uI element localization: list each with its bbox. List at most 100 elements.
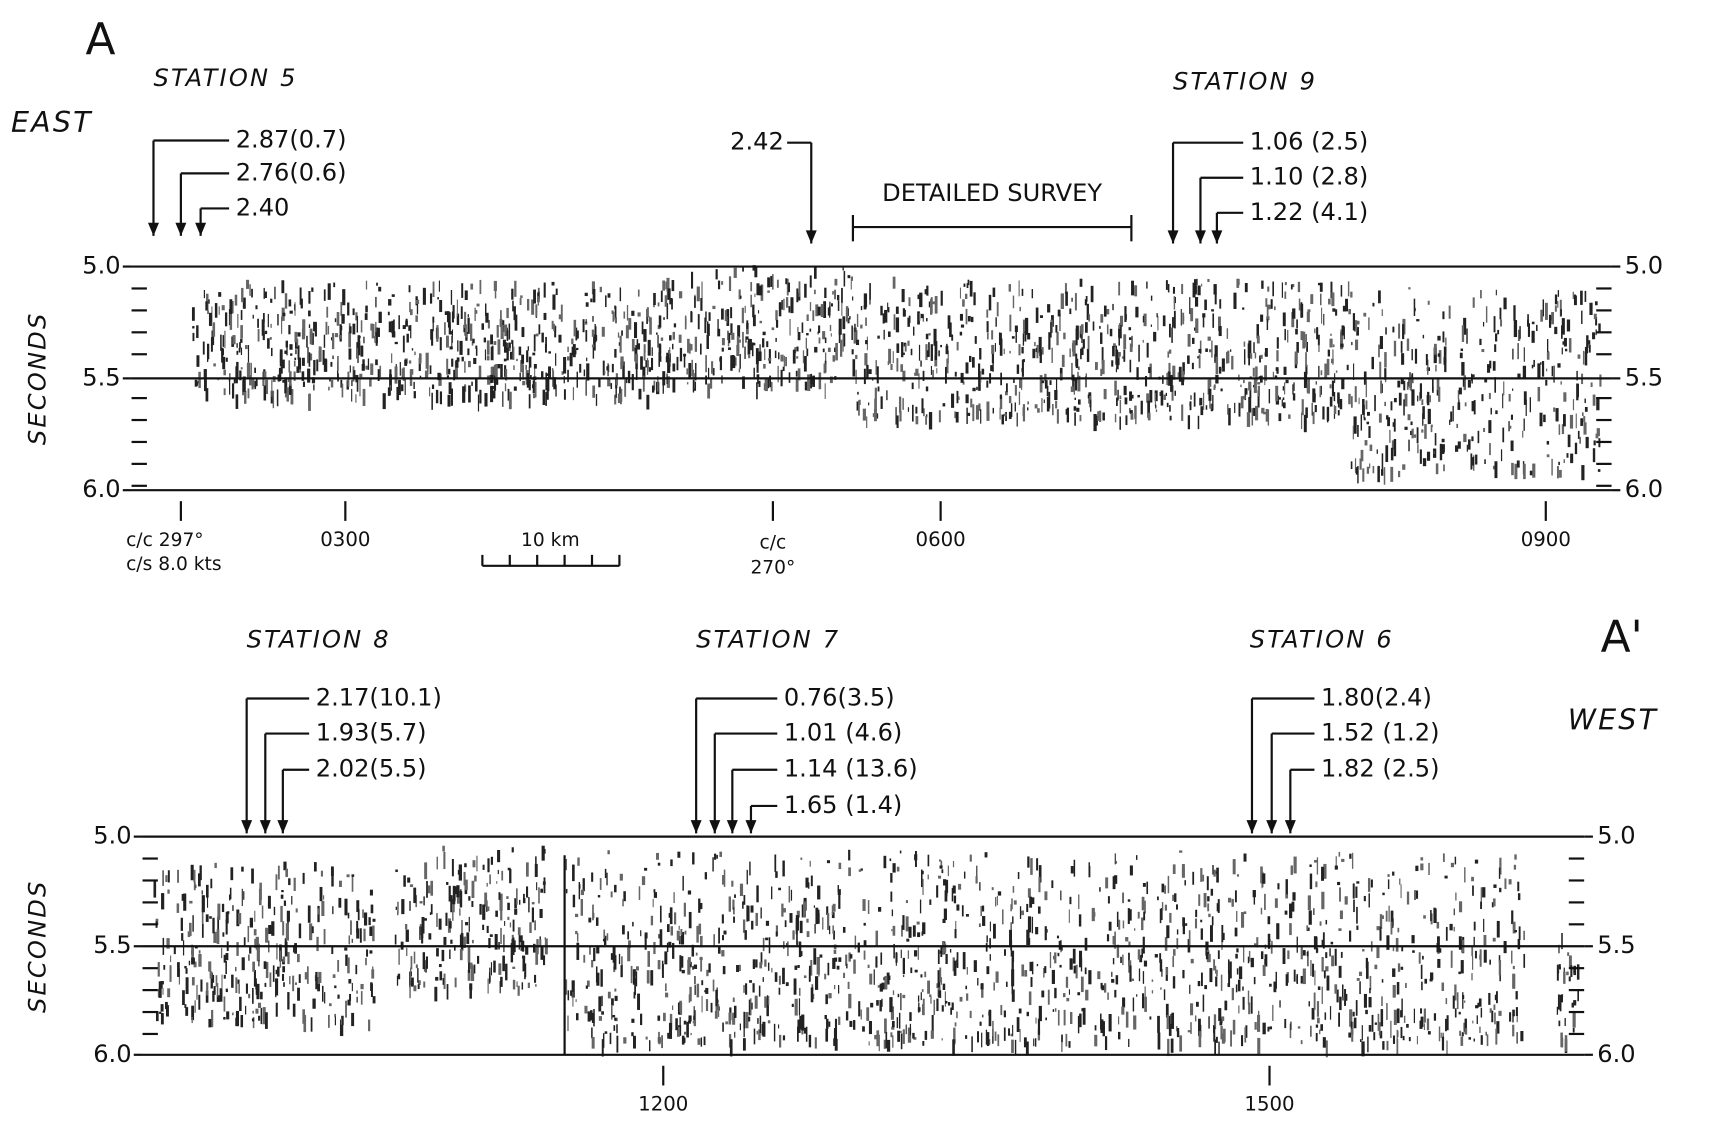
seismic-trace	[938, 350, 940, 356]
seismic-trace	[729, 896, 731, 911]
seismic-trace	[1513, 1010, 1515, 1017]
seismic-trace	[1123, 920, 1124, 928]
seismic-trace	[1497, 921, 1500, 938]
seismic-trace	[464, 361, 465, 373]
seismic-trace	[1245, 283, 1248, 292]
seismic-trace	[1563, 414, 1566, 426]
seismic-trace	[518, 986, 520, 996]
seismic-trace	[1457, 992, 1459, 1009]
arrowhead	[1211, 230, 1222, 243]
seismic-trace	[1032, 962, 1033, 975]
seismic-trace	[1379, 930, 1381, 941]
seismic-trace	[283, 956, 286, 962]
seismic-trace	[1012, 1025, 1013, 1036]
seismic-trace	[592, 385, 595, 397]
seismic-trace	[307, 369, 310, 383]
seismic-trace	[1585, 291, 1587, 302]
seismic-trace	[473, 358, 476, 364]
seismic-trace	[1232, 988, 1234, 1000]
seismic-trace	[1002, 909, 1004, 924]
seismic-trace	[1326, 920, 1328, 924]
seismic-trace	[906, 939, 909, 942]
seismic-trace	[548, 351, 551, 353]
seismic-trace	[986, 966, 989, 974]
survey-label: DETAILED SURVEY	[882, 179, 1102, 207]
seismic-trace	[352, 939, 353, 943]
seismic-trace	[459, 341, 462, 355]
seismic-trace	[876, 1000, 879, 1006]
seismic-trace	[1047, 304, 1050, 312]
seismic-trace	[321, 871, 323, 877]
seismic-trace	[1594, 440, 1596, 445]
seismic-trace	[1295, 352, 1298, 365]
seismic-trace	[1161, 390, 1164, 405]
seismic-trace	[1560, 1033, 1563, 1048]
seismic-trace	[665, 295, 668, 307]
seismic-trace	[779, 1035, 781, 1048]
seismic-trace	[1385, 445, 1388, 462]
value-label: 2.17(10.1)	[316, 683, 442, 711]
seismic-trace	[294, 943, 297, 954]
seismic-trace	[875, 956, 877, 967]
seismic-trace	[447, 311, 450, 322]
seismic-trace	[1081, 977, 1084, 992]
seismic-trace	[1308, 895, 1311, 910]
seismic-trace	[334, 986, 336, 989]
seismic-trace	[1460, 1036, 1463, 1045]
seismic-trace	[401, 899, 404, 914]
seismic-trace	[423, 896, 424, 905]
seismic-trace	[1461, 349, 1463, 352]
seismic-trace	[1215, 966, 1216, 974]
seismic-trace	[909, 927, 912, 938]
seismic-trace	[161, 1004, 164, 1011]
seismic-trace	[756, 382, 758, 399]
seismic-trace	[1079, 914, 1081, 926]
seismic-trace	[743, 1012, 745, 1029]
seismic-trace	[192, 915, 193, 931]
seismic-trace	[265, 331, 267, 334]
seismic-trace	[225, 312, 227, 326]
seismic-trace	[939, 410, 941, 422]
seismic-trace	[1247, 412, 1250, 427]
seismic-trace	[1248, 991, 1249, 1005]
seismic-trace	[897, 1017, 898, 1028]
seismic-trace	[900, 851, 902, 854]
seismic-trace	[906, 916, 909, 931]
seismic-trace	[1464, 867, 1465, 882]
seismic-trace	[1517, 1032, 1518, 1044]
seismic-trace	[1244, 342, 1246, 347]
seismic-trace	[288, 360, 290, 372]
seismic-trace	[1369, 988, 1371, 993]
seismic-trace	[1488, 993, 1490, 1005]
seismic-trace	[183, 894, 186, 911]
seismic-trace	[1420, 449, 1422, 463]
seismic-trace	[1000, 338, 1003, 355]
seismic-trace	[558, 335, 561, 343]
seismic-trace	[1585, 352, 1588, 366]
seismic-trace	[288, 878, 290, 885]
seismic-trace	[516, 359, 518, 361]
seismic-trace	[839, 863, 842, 869]
seismic-trace	[1300, 304, 1303, 318]
seismic-trace	[1238, 403, 1240, 417]
seismic-trace	[1206, 405, 1208, 409]
seismic-trace	[1489, 960, 1491, 965]
course-note: c/c 297°	[126, 530, 204, 551]
seismic-trace	[504, 921, 505, 926]
seismic-trace	[1004, 414, 1007, 417]
seismic-trace	[1298, 282, 1300, 292]
seismic-trace	[239, 997, 242, 1011]
seismic-trace	[971, 317, 973, 322]
seismic-trace	[1302, 399, 1304, 415]
seismic-trace	[1309, 1001, 1310, 1006]
seismic-trace	[1089, 862, 1090, 876]
seismic-trace	[785, 357, 786, 366]
seismic-trace	[995, 343, 996, 352]
seismic-trace	[1211, 341, 1212, 358]
seismic-trace	[993, 288, 996, 297]
seismic-trace	[472, 964, 474, 979]
seismic-trace	[1343, 306, 1346, 312]
seismic-trace	[311, 287, 313, 291]
seismic-trace	[267, 338, 270, 348]
seismic-trace	[612, 310, 614, 314]
